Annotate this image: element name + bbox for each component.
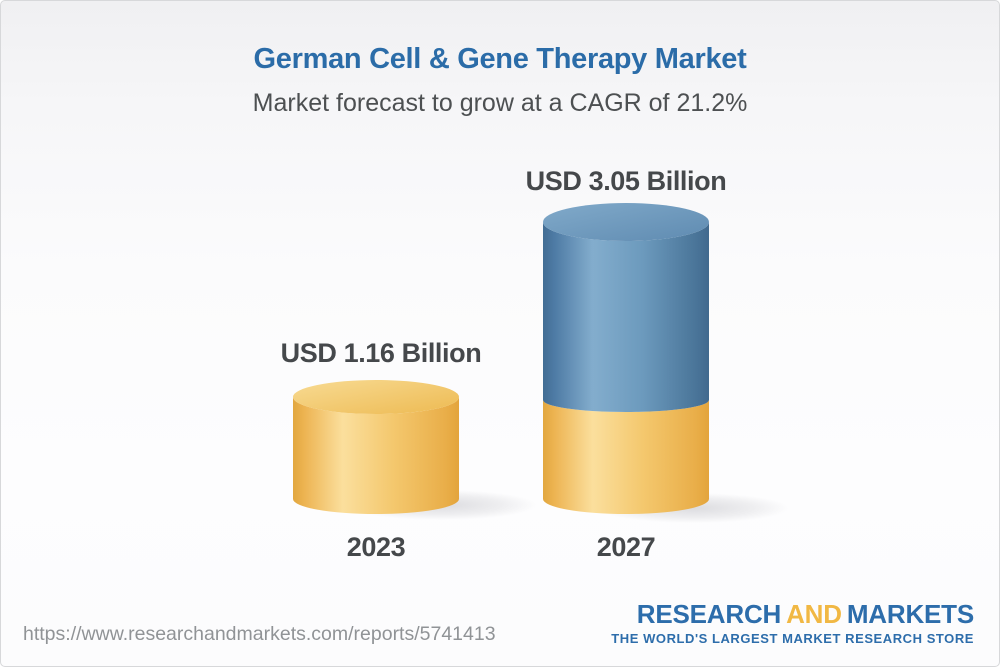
research-and-markets-logo: RESEARCH AND MARKETS THE WORLD'S LARGEST M… (611, 601, 974, 645)
logo-word-markets: MARKETS (846, 599, 974, 629)
logo-tagline: THE WORLD'S LARGEST MARKET RESEARCH STOR… (611, 631, 974, 646)
chart-title: German Cell & Gene Therapy Market (253, 43, 747, 75)
bar-2023-value-label: USD 1.16 Billion (280, 338, 482, 368)
bar-2027-category-label: 2027 (596, 532, 656, 562)
bar-2027-cylinder (543, 203, 709, 514)
bar-2027-value-label: USD 3.05 Billion (525, 166, 727, 196)
chart-subtitle: Market forecast to grow at a CAGR of 21.… (252, 89, 748, 117)
logo-wordmark: RESEARCH AND MARKETS (611, 601, 974, 627)
logo-word-research: RESEARCH (636, 599, 782, 629)
logo-word-and: AND (786, 599, 842, 629)
bar-2023-category-label: 2023 (346, 532, 406, 562)
bar-2023-cylinder (293, 380, 459, 514)
report-url: https://www.researchandmarkets.com/repor… (23, 623, 496, 645)
